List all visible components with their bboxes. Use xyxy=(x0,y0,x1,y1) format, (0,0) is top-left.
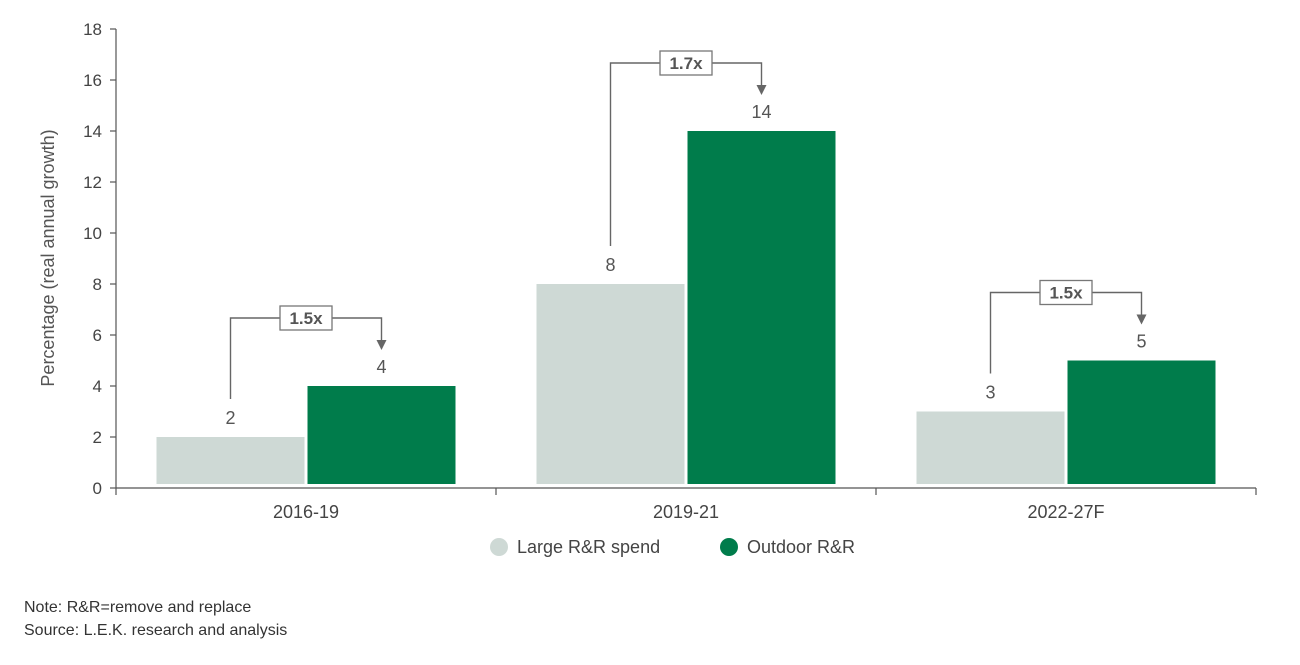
y-tick-label: 16 xyxy=(83,71,102,90)
data-label: 4 xyxy=(376,357,386,377)
bar-outdoor-rr xyxy=(307,386,456,484)
ratio-label: 1.5x xyxy=(289,309,323,328)
y-tick-label: 10 xyxy=(83,224,102,243)
ratio-box xyxy=(659,50,713,76)
legend: Large R&R spend Outdoor R&R xyxy=(490,537,855,557)
y-tick-label: 4 xyxy=(93,377,102,396)
legend-swatch xyxy=(490,538,508,556)
source-text: Source: L.E.K. research and analysis xyxy=(24,622,288,639)
y-tick-label: 18 xyxy=(83,20,102,39)
data-label: 3 xyxy=(985,383,995,403)
ratio-box xyxy=(1039,279,1093,306)
y-tick-label: 14 xyxy=(83,122,102,141)
arrow-head-icon xyxy=(1136,314,1147,325)
y-tick-label: 2 xyxy=(93,428,102,447)
arrow-head-icon xyxy=(756,85,767,95)
y-tick-label: 12 xyxy=(83,173,102,192)
bars: 2 4 8 14 3 5 xyxy=(156,102,1216,484)
bar-large-rr xyxy=(156,437,305,484)
bar-outdoor-rr xyxy=(687,131,836,484)
bar-large-rr xyxy=(916,411,1065,484)
bar-large-rr xyxy=(536,284,685,484)
legend-swatch xyxy=(720,538,738,556)
ratio-label: 1.5x xyxy=(1049,284,1083,303)
legend-label: Outdoor R&R xyxy=(747,537,855,557)
y-axis-label: Percentage (real annual growth) xyxy=(38,129,58,386)
y-tick-label: 0 xyxy=(93,479,102,498)
x-tick-label: 2016-19 xyxy=(273,502,339,522)
data-label: 8 xyxy=(605,255,615,275)
x-tick-label: 2019-21 xyxy=(653,502,719,522)
y-tick-label: 8 xyxy=(93,275,102,294)
ratio-label: 1.7x xyxy=(669,54,703,73)
arrow-head-icon xyxy=(376,340,387,350)
ratio-annotations: 1.5x 1.7x 1.5x xyxy=(229,50,1147,399)
x-tick-label: 2022-27F xyxy=(1027,502,1104,522)
bar-chart: Percentage (real annual growth) 0 2 4 6 8 10 1… xyxy=(38,20,1257,557)
ratio-box xyxy=(279,305,333,331)
y-tick-label: 6 xyxy=(93,326,102,345)
data-label: 2 xyxy=(225,408,235,428)
axes: 0 2 4 6 8 10 12 14 16 18 2016-19 2019-21 2022-27F xyxy=(83,20,1257,522)
bar-outdoor-rr xyxy=(1067,360,1216,484)
note-text: Note: R&R=remove and replace xyxy=(24,599,252,616)
footnotes: Note: R&R=remove and replace Source: L.E… xyxy=(24,596,287,642)
data-label: 14 xyxy=(751,102,771,122)
legend-label: Large R&R spend xyxy=(517,537,660,557)
data-label: 5 xyxy=(1136,332,1146,352)
